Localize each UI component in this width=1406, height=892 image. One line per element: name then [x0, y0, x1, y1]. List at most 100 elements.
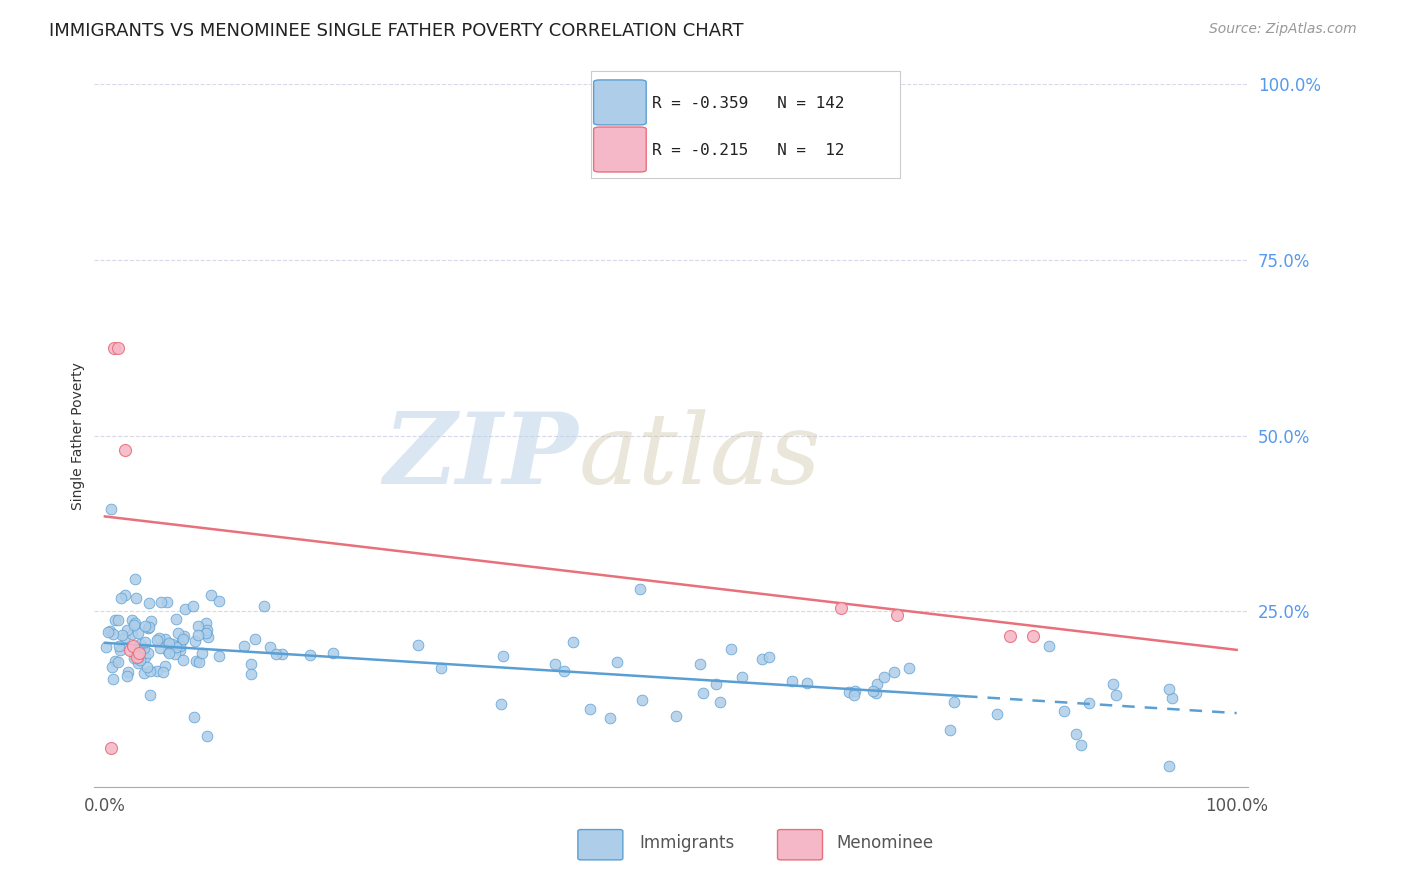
Point	[114, 630, 136, 644]
Point	[124, 649, 146, 664]
Point	[194, 615, 217, 630]
Point	[195, 623, 218, 637]
Point	[406, 639, 429, 653]
Point	[122, 617, 145, 632]
Point	[125, 649, 148, 664]
Point	[865, 686, 887, 700]
Point	[187, 628, 209, 642]
Point	[172, 652, 194, 666]
Point	[862, 684, 884, 698]
Point	[150, 595, 173, 609]
Point	[136, 660, 159, 674]
Point	[1157, 758, 1180, 772]
Point	[153, 632, 176, 647]
Point	[942, 695, 965, 709]
Point	[98, 624, 121, 638]
Point	[100, 502, 122, 516]
Point	[107, 655, 129, 669]
Point	[173, 629, 195, 643]
Point	[186, 654, 208, 668]
Point	[561, 634, 583, 648]
Point	[253, 599, 276, 614]
Point	[190, 646, 212, 660]
Point	[125, 591, 148, 605]
Point	[157, 644, 180, 658]
Point	[195, 730, 218, 744]
Point	[492, 648, 515, 663]
Point	[115, 669, 138, 683]
Text: Immigrants: Immigrants	[640, 834, 735, 852]
Point	[720, 642, 742, 657]
Point	[110, 591, 132, 605]
Point	[599, 711, 621, 725]
Point	[579, 702, 602, 716]
Point	[157, 646, 180, 660]
Point	[188, 655, 211, 669]
Text: atlas: atlas	[578, 409, 821, 504]
Point	[114, 588, 136, 602]
Point	[838, 685, 860, 699]
Point	[138, 596, 160, 610]
Point	[165, 611, 187, 625]
Point	[136, 646, 159, 660]
Point	[114, 442, 136, 457]
Point	[1078, 696, 1101, 710]
Point	[107, 640, 129, 654]
Point	[1161, 690, 1184, 705]
Point	[780, 674, 803, 689]
Point	[197, 630, 219, 644]
Point	[132, 640, 155, 655]
Point	[122, 640, 145, 654]
Point	[138, 619, 160, 633]
Point	[169, 643, 191, 657]
Point	[692, 686, 714, 700]
Point	[1157, 681, 1180, 696]
Point	[129, 637, 152, 651]
Point	[553, 665, 575, 679]
Point	[689, 657, 711, 671]
Point	[844, 684, 866, 698]
Text: Menominee: Menominee	[837, 834, 934, 852]
Point	[127, 625, 149, 640]
Point	[1102, 677, 1125, 691]
Point	[796, 676, 818, 690]
Point	[544, 657, 567, 671]
Point	[1038, 639, 1060, 653]
Point	[107, 614, 129, 628]
Point	[127, 649, 149, 664]
Point	[266, 647, 288, 661]
Point	[704, 677, 727, 691]
Point	[117, 665, 139, 679]
Text: R = -0.215   N =  12: R = -0.215 N = 12	[652, 143, 845, 158]
Point	[121, 613, 143, 627]
Point	[167, 625, 190, 640]
Point	[138, 621, 160, 635]
Point	[134, 618, 156, 632]
Point	[172, 632, 194, 646]
Point	[1000, 629, 1022, 643]
Point	[156, 595, 179, 609]
Point	[97, 624, 120, 639]
Point	[1053, 704, 1076, 718]
FancyBboxPatch shape	[593, 80, 647, 125]
Point	[163, 647, 186, 661]
Point	[1064, 727, 1087, 741]
Point	[124, 573, 146, 587]
Point	[172, 633, 194, 648]
Point	[200, 588, 222, 602]
Point	[886, 607, 908, 622]
Point	[208, 594, 231, 608]
Point	[127, 656, 149, 670]
Text: IMMIGRANTS VS MENOMINEE SINGLE FATHER POVERTY CORRELATION CHART: IMMIGRANTS VS MENOMINEE SINGLE FATHER PO…	[49, 22, 744, 40]
Point	[842, 688, 865, 702]
Point	[322, 646, 344, 660]
Point	[1070, 738, 1092, 752]
Text: Source: ZipAtlas.com: Source: ZipAtlas.com	[1209, 22, 1357, 37]
Point	[299, 648, 322, 662]
Point	[830, 600, 852, 615]
Point	[165, 640, 187, 654]
Point	[208, 649, 231, 664]
Point	[160, 637, 183, 651]
Point	[100, 741, 122, 756]
Point	[240, 657, 263, 671]
